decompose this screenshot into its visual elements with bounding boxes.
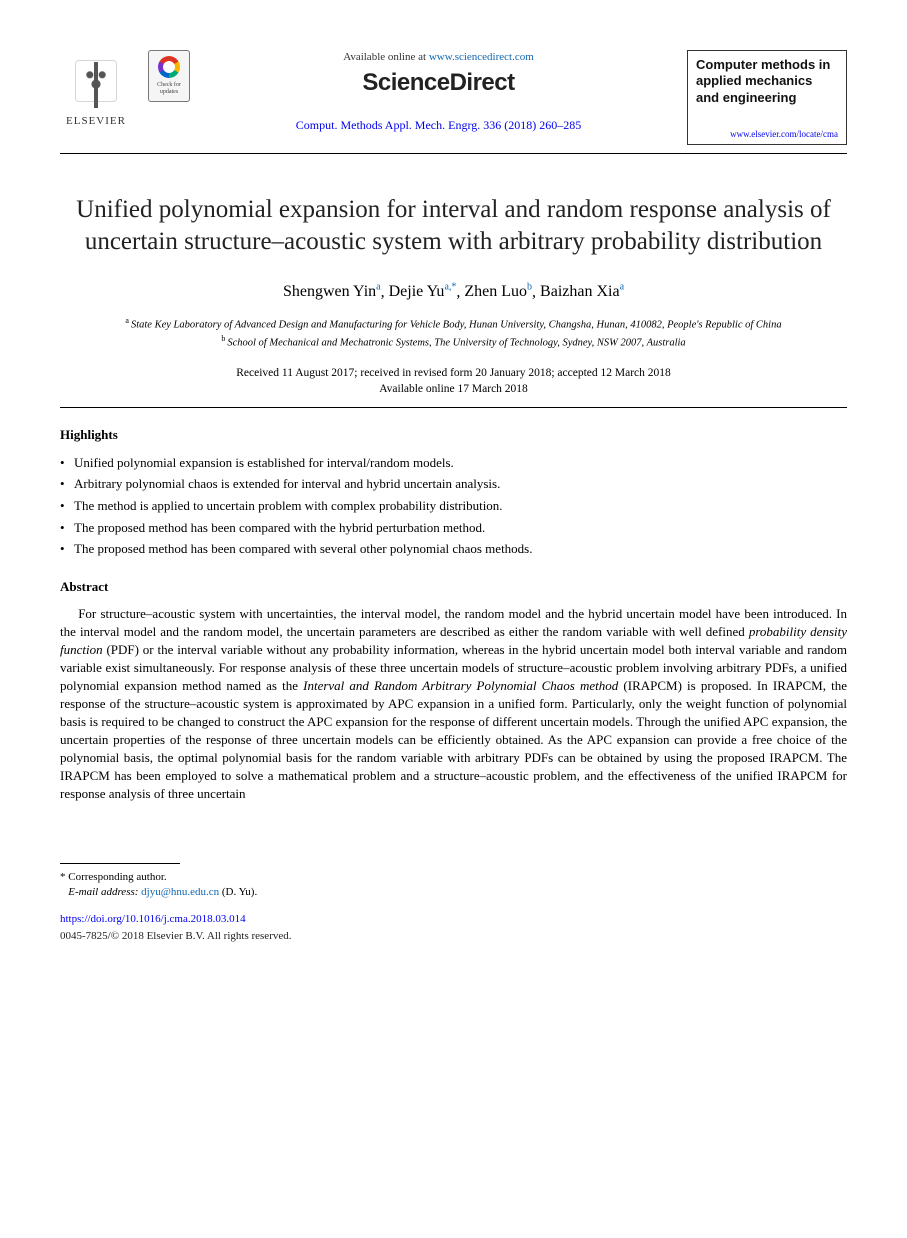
author-4-aff: a [620, 282, 624, 293]
aff-b-text: School of Mechanical and Mechatronic Sys… [227, 338, 685, 349]
abstract-text-1c: (IRAPCM) is proposed. In IRAPCM, the res… [60, 678, 847, 801]
header-center: Available online at www.sciencedirect.co… [190, 50, 687, 133]
author-4-name: Baizhan Xia [540, 283, 620, 300]
crossmark-ring-icon [158, 56, 180, 78]
authors-line: Shengwen Yina, Dejie Yua,*, Zhen Luob, B… [60, 281, 847, 303]
author-3: Zhen Luob [464, 283, 532, 300]
dates-line-2: Available online 17 March 2018 [60, 381, 847, 397]
highlights-heading: Highlights [60, 426, 847, 444]
elsevier-tree-icon [65, 50, 127, 112]
author-2: Dejie Yua,* [389, 283, 457, 300]
article-title: Unified polynomial expansion for interva… [70, 194, 837, 259]
available-prefix: Available online at [343, 51, 429, 63]
footnote-star-icon: * [60, 871, 68, 883]
journal-box: Computer methods in applied mechanics an… [687, 50, 847, 145]
corr-star: * [451, 282, 456, 293]
citation-link[interactable]: Comput. Methods Appl. Mech. Engrg. 336 (… [296, 118, 581, 132]
citation-line[interactable]: Comput. Methods Appl. Mech. Engrg. 336 (… [202, 117, 675, 133]
abstract-heading: Abstract [60, 578, 847, 596]
highlight-item: The method is applied to uncertain probl… [60, 497, 847, 515]
author-1-aff: a [376, 282, 380, 293]
journal-url[interactable]: www.elsevier.com/locate/cma [696, 128, 838, 140]
available-online-line: Available online at www.sciencedirect.co… [202, 50, 675, 65]
sciencedirect-url-link[interactable]: www.sciencedirect.com [429, 51, 534, 63]
email-person: (D. Yu). [222, 886, 257, 898]
check-updates-badge[interactable]: Check for updates [148, 50, 190, 102]
dates-line-1: Received 11 August 2017; received in rev… [60, 365, 847, 381]
highlight-item: The proposed method has been compared wi… [60, 540, 847, 558]
highlight-item: Unified polynomial expansion is establis… [60, 454, 847, 472]
abstract-text-1a: For structure–acoustic system with uncer… [60, 606, 847, 639]
email-line: E-mail address: djyu@hnu.edu.cn (D. Yu). [60, 885, 847, 900]
affiliation-a: a State Key Laboratory of Advanced Desig… [60, 315, 847, 333]
sciencedirect-logo: ScienceDirect [202, 67, 675, 99]
doi-line[interactable]: https://doi.org/10.1016/j.cma.2018.03.01… [60, 912, 847, 927]
article-dates: Received 11 August 2017; received in rev… [60, 365, 847, 397]
email-label: E-mail address: [68, 886, 138, 898]
rule-after-dates [60, 407, 847, 408]
abstract-em-2: Interval and Random Arbitrary Polynomial… [303, 678, 618, 693]
author-1-name: Shengwen Yin [283, 283, 376, 300]
affiliations: a State Key Laboratory of Advanced Desig… [60, 315, 847, 351]
corr-author-label: Corresponding author. [68, 871, 166, 883]
journal-url-link[interactable]: www.elsevier.com/locate/cma [730, 129, 838, 139]
header: ELSEVIER Check for updates Available onl… [60, 50, 847, 154]
header-left: ELSEVIER Check for updates [60, 50, 190, 129]
elsevier-logo: ELSEVIER [60, 50, 132, 129]
email-link[interactable]: djyu@hnu.edu.cn [141, 886, 219, 898]
journal-title: Computer methods in applied mechanics an… [696, 57, 838, 106]
author-3-aff: b [527, 282, 532, 293]
doi-link[interactable]: https://doi.org/10.1016/j.cma.2018.03.01… [60, 913, 246, 925]
footnote-block: * Corresponding author. E-mail address: … [60, 870, 847, 901]
highlight-item: Arbitrary polynomial chaos is extended f… [60, 475, 847, 493]
author-3-name: Zhen Luo [464, 283, 527, 300]
copyright-line: 0045-7825/© 2018 Elsevier B.V. All right… [60, 929, 847, 944]
author-4: Baizhan Xiaa [540, 283, 624, 300]
elsevier-wordmark: ELSEVIER [66, 114, 126, 129]
abstract-paragraph: For structure–acoustic system with uncer… [60, 605, 847, 802]
check-updates-label: Check for updates [149, 82, 189, 95]
author-2-name: Dejie Yu [389, 283, 445, 300]
abstract-section: Abstract For structure–acoustic system w… [60, 578, 847, 803]
highlights-section: Highlights Unified polynomial expansion … [60, 426, 847, 557]
affiliation-b: b School of Mechanical and Mechatronic S… [60, 333, 847, 351]
aff-a-text: State Key Laboratory of Advanced Design … [131, 319, 782, 330]
corresponding-author-line: * Corresponding author. [60, 870, 847, 885]
highlights-list: Unified polynomial expansion is establis… [60, 454, 847, 558]
author-1: Shengwen Yina [283, 283, 381, 300]
highlight-item: The proposed method has been compared wi… [60, 519, 847, 537]
footnote-rule [60, 863, 180, 864]
